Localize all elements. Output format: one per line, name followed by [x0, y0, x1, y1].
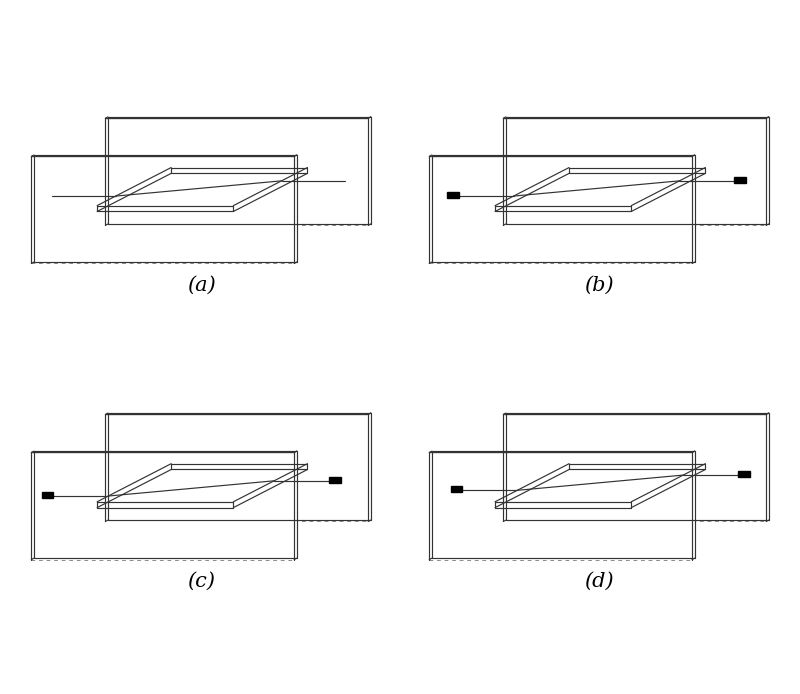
FancyBboxPatch shape: [447, 192, 458, 198]
Polygon shape: [430, 155, 432, 264]
Polygon shape: [106, 118, 368, 226]
Polygon shape: [97, 167, 171, 212]
Polygon shape: [97, 464, 171, 507]
Polygon shape: [692, 155, 694, 264]
Polygon shape: [506, 117, 769, 224]
Polygon shape: [106, 117, 370, 118]
FancyBboxPatch shape: [42, 492, 54, 498]
Polygon shape: [108, 413, 370, 520]
Polygon shape: [97, 464, 307, 502]
Polygon shape: [495, 167, 706, 205]
Polygon shape: [569, 167, 706, 174]
Polygon shape: [171, 464, 307, 470]
FancyBboxPatch shape: [450, 486, 462, 492]
Polygon shape: [106, 413, 108, 521]
Polygon shape: [503, 414, 766, 521]
Polygon shape: [106, 414, 368, 521]
Polygon shape: [97, 174, 307, 212]
Polygon shape: [495, 464, 706, 502]
Polygon shape: [766, 117, 769, 226]
Polygon shape: [31, 155, 297, 156]
Polygon shape: [430, 156, 692, 264]
Polygon shape: [631, 167, 706, 212]
Polygon shape: [31, 451, 297, 452]
Polygon shape: [503, 413, 769, 414]
Polygon shape: [34, 451, 297, 558]
Polygon shape: [31, 156, 294, 264]
Polygon shape: [97, 470, 307, 507]
Polygon shape: [31, 155, 34, 264]
Polygon shape: [495, 167, 569, 212]
Polygon shape: [503, 118, 766, 226]
Polygon shape: [432, 451, 694, 558]
FancyBboxPatch shape: [734, 177, 746, 183]
Text: (a): (a): [186, 276, 215, 294]
Polygon shape: [495, 464, 569, 507]
Polygon shape: [234, 464, 307, 507]
Text: (d): (d): [584, 572, 614, 591]
Text: (c): (c): [187, 572, 215, 591]
Polygon shape: [106, 117, 108, 226]
Polygon shape: [430, 451, 432, 559]
Polygon shape: [495, 470, 706, 507]
Polygon shape: [432, 155, 694, 262]
Polygon shape: [31, 451, 34, 559]
Polygon shape: [430, 155, 694, 156]
Text: (b): (b): [584, 276, 614, 294]
Polygon shape: [368, 117, 370, 226]
FancyBboxPatch shape: [329, 477, 341, 483]
Polygon shape: [368, 413, 370, 521]
Polygon shape: [31, 452, 294, 559]
Polygon shape: [430, 452, 692, 559]
Polygon shape: [503, 117, 506, 226]
Polygon shape: [692, 451, 694, 559]
Polygon shape: [569, 464, 706, 470]
Polygon shape: [294, 155, 297, 264]
Polygon shape: [171, 167, 307, 174]
Polygon shape: [503, 413, 506, 521]
Polygon shape: [495, 174, 706, 212]
Polygon shape: [631, 464, 706, 507]
Polygon shape: [234, 167, 307, 212]
Polygon shape: [430, 451, 694, 452]
Polygon shape: [106, 413, 370, 414]
Polygon shape: [506, 413, 769, 520]
Polygon shape: [294, 451, 297, 559]
Polygon shape: [108, 117, 370, 224]
Polygon shape: [34, 155, 297, 262]
Polygon shape: [97, 167, 307, 205]
Polygon shape: [766, 413, 769, 521]
FancyBboxPatch shape: [738, 471, 750, 477]
Polygon shape: [503, 117, 769, 118]
